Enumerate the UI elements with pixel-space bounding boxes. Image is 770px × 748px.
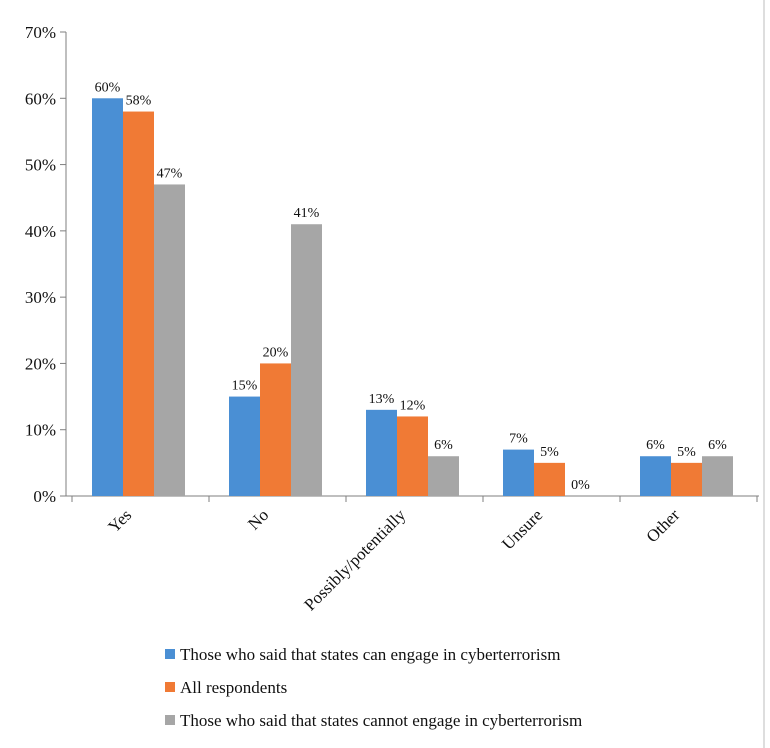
data-label: 6% bbox=[646, 438, 665, 453]
legend-swatch bbox=[165, 715, 175, 725]
bar bbox=[702, 456, 733, 496]
legend-label: All respondents bbox=[180, 678, 287, 697]
bar bbox=[534, 462, 565, 496]
bar bbox=[503, 449, 534, 496]
y-tick-label: 30% bbox=[25, 288, 56, 307]
data-label: 47% bbox=[157, 166, 183, 181]
data-label: 7% bbox=[509, 432, 528, 447]
y-tick-label: 20% bbox=[25, 354, 56, 373]
legend: Those who said that states can engage in… bbox=[165, 645, 582, 730]
y-tick-label: 0% bbox=[33, 487, 56, 506]
data-label: 5% bbox=[540, 445, 559, 460]
bar bbox=[154, 184, 185, 496]
bar bbox=[123, 111, 154, 497]
data-label: 12% bbox=[400, 398, 426, 413]
data-label: 6% bbox=[708, 438, 727, 453]
data-label: 6% bbox=[434, 438, 453, 453]
data-label: 13% bbox=[369, 392, 395, 407]
y-tick-label: 40% bbox=[25, 222, 56, 241]
data-label: 58% bbox=[126, 94, 152, 109]
legend-label: Those who said that states can engage in… bbox=[180, 645, 560, 664]
bar bbox=[260, 363, 291, 496]
y-axis: 0% 10% 20% 30% 40% 50% 60% 70% bbox=[25, 23, 67, 506]
y-tick-label: 10% bbox=[25, 421, 56, 440]
bars-group bbox=[92, 98, 733, 497]
legend-swatch bbox=[165, 649, 175, 659]
bar bbox=[291, 224, 322, 496]
y-tick-label: 70% bbox=[25, 23, 56, 42]
legend-swatch bbox=[165, 682, 175, 692]
data-label: 20% bbox=[263, 345, 289, 360]
bar bbox=[229, 396, 260, 496]
data-label: 60% bbox=[95, 80, 121, 95]
y-tick-label: 60% bbox=[25, 89, 56, 108]
y-tick-label: 50% bbox=[25, 156, 56, 175]
bar bbox=[640, 456, 671, 496]
legend-label: Those who said that states cannot engage… bbox=[180, 711, 582, 730]
data-labels-group: 60% 15% 13% 7% 6% 58% 20% 12% 5% 5% 47% 41% 6% 0% 6% bbox=[95, 80, 728, 493]
bar bbox=[671, 462, 702, 496]
bar bbox=[428, 456, 459, 496]
data-label: 0% bbox=[571, 478, 590, 493]
bar bbox=[92, 98, 123, 497]
data-label: 41% bbox=[294, 206, 320, 221]
data-label: 5% bbox=[677, 445, 696, 460]
data-label: 15% bbox=[232, 379, 258, 394]
bar bbox=[366, 409, 397, 496]
bar bbox=[397, 416, 428, 496]
